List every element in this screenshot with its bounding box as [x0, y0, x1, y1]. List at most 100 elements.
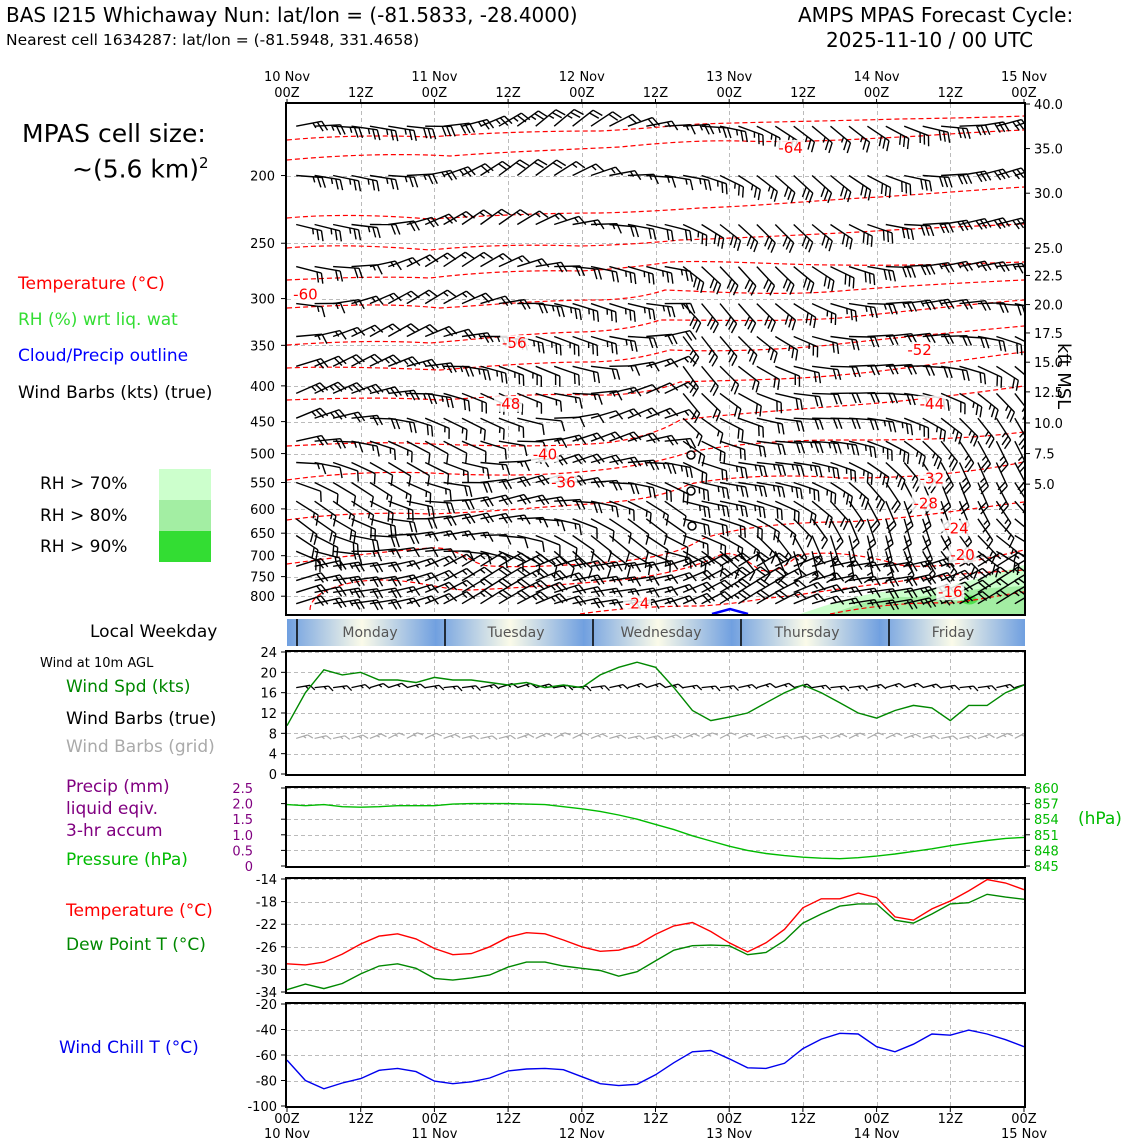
barb-feather — [647, 564, 651, 576]
barb-feather — [782, 236, 788, 247]
barb-half-feather — [735, 129, 739, 136]
barb-feather — [376, 540, 380, 552]
barb-feather — [445, 396, 450, 408]
barb-feather — [670, 491, 673, 502]
barb-half-feather — [407, 258, 413, 265]
barb-feather — [320, 595, 329, 605]
barb-feather — [836, 595, 845, 605]
barb-shaft — [553, 732, 566, 739]
barb-feather — [794, 374, 796, 385]
barb-feather — [954, 684, 961, 691]
barb-half-feather — [1021, 406, 1024, 413]
barb-feather — [928, 560, 937, 570]
barb-half-feather — [349, 589, 354, 596]
wind-barb — [425, 362, 457, 374]
wind-barb — [424, 581, 458, 594]
wind-barb — [922, 440, 943, 470]
barb-feather — [777, 379, 781, 390]
barb-feather — [809, 512, 813, 524]
barb-half-feather — [789, 531, 793, 538]
barb-feather — [906, 138, 910, 150]
barb-shaft — [682, 733, 695, 739]
barb-feather — [701, 471, 704, 483]
barb-half-feather — [624, 563, 628, 570]
barb-feather — [920, 225, 926, 236]
wind-barb — [867, 265, 897, 282]
wind-barb — [461, 163, 494, 177]
barb-shaft — [756, 734, 769, 739]
barb-feather — [702, 571, 711, 581]
barb-feather — [596, 345, 599, 356]
temperature-contour — [287, 385, 1024, 447]
barb-feather — [671, 463, 677, 475]
barb-half-feather — [489, 685, 493, 689]
barb-shaft — [1014, 589, 1024, 605]
barb-feather — [983, 463, 991, 473]
wind-barb — [333, 125, 364, 139]
barb-half-feather — [793, 582, 800, 588]
barb-half-feather — [443, 254, 449, 260]
wind-barb — [811, 595, 845, 605]
barb-feather — [983, 373, 987, 385]
wind-barb — [811, 223, 833, 252]
temperature-label: -24 — [944, 519, 969, 537]
wind-barb — [535, 212, 568, 226]
barb-feather — [998, 340, 1002, 351]
barb-half-feather — [371, 445, 375, 452]
barb-shaft — [1014, 566, 1024, 582]
top-time-label: 00Z — [422, 86, 448, 101]
wind-barb — [572, 500, 603, 514]
barb-feather — [486, 512, 495, 523]
wind-barb — [682, 223, 708, 247]
wind-barb — [756, 461, 787, 476]
barb-feather — [560, 496, 568, 507]
barb-half-feather — [784, 552, 789, 558]
barb-feather — [709, 319, 717, 330]
barb-half-feather — [311, 411, 317, 417]
barb-feather — [721, 238, 725, 249]
barb-feather — [559, 376, 561, 387]
barb-feather — [910, 229, 915, 240]
barb-feather — [888, 334, 895, 346]
wind-barb — [774, 266, 795, 295]
wind-barb — [443, 481, 473, 497]
weekday-strip: Monday Tuesday Wednesday Thursday Friday — [287, 619, 1025, 646]
barb-feather — [945, 484, 954, 495]
barb-feather — [689, 330, 697, 340]
barb-half-feather — [879, 471, 883, 478]
barb-feather — [810, 141, 816, 153]
barb-feather — [575, 265, 581, 277]
dew-point-line — [286, 893, 1025, 991]
barb-feather — [634, 387, 642, 397]
wind-barb — [461, 332, 494, 343]
wind-barb — [425, 500, 456, 514]
barb-half-feather — [783, 684, 788, 688]
barb-half-feather — [366, 387, 372, 393]
barb-feather — [869, 419, 875, 431]
barb-feather — [792, 534, 797, 546]
barb-feather — [874, 364, 881, 376]
wind-barb — [461, 685, 482, 692]
barb-feather — [827, 278, 831, 289]
barb-feather — [353, 267, 359, 279]
barb-feather — [854, 310, 858, 322]
barb-feather — [539, 591, 549, 600]
wind-barb — [848, 500, 865, 532]
barb-feather — [483, 578, 494, 587]
wind-barb — [959, 734, 977, 740]
wind-barb — [995, 440, 1009, 473]
barb-shaft — [1014, 518, 1024, 536]
pressure-line — [286, 802, 1025, 860]
barb-half-feather — [599, 685, 604, 690]
wind-barb — [701, 461, 728, 482]
barb-half-feather — [665, 409, 671, 415]
wind-barb — [406, 254, 439, 268]
wind-barb — [461, 589, 494, 605]
barb-feather — [757, 133, 760, 145]
wind-barb — [443, 440, 468, 464]
barb-half-feather — [981, 455, 987, 461]
wind-barb — [775, 481, 803, 500]
barb-feather — [659, 682, 666, 688]
barb-feather — [760, 566, 770, 574]
barb-feather — [502, 429, 505, 440]
